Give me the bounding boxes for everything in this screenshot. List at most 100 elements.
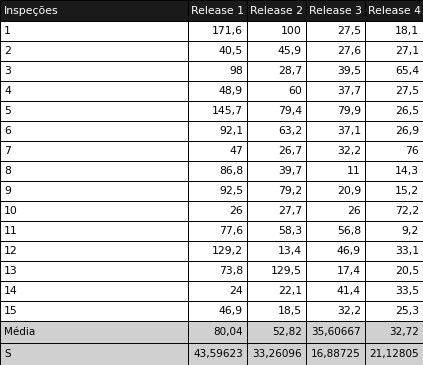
Text: 26: 26	[229, 206, 243, 216]
Bar	[247, 321, 306, 343]
Text: 8: 8	[4, 166, 11, 176]
Text: 9: 9	[4, 186, 11, 196]
Text: 18,1: 18,1	[395, 26, 419, 36]
Text: 77,6: 77,6	[219, 226, 243, 236]
Text: Inspeções: Inspeções	[4, 5, 59, 15]
Bar	[306, 321, 365, 343]
Bar	[365, 343, 423, 365]
Bar	[0, 321, 188, 343]
Bar	[365, 121, 423, 141]
Text: 79,2: 79,2	[278, 186, 302, 196]
Text: 10: 10	[4, 206, 18, 216]
Text: S: S	[4, 349, 11, 359]
Text: 92,1: 92,1	[219, 126, 243, 136]
Text: Release 3: Release 3	[309, 5, 362, 15]
Bar	[247, 301, 306, 321]
Text: 39,5: 39,5	[337, 66, 361, 76]
Bar	[0, 221, 188, 241]
Text: 20,9: 20,9	[337, 186, 361, 196]
Text: 79,4: 79,4	[278, 106, 302, 116]
Text: 92,5: 92,5	[219, 186, 243, 196]
Text: Média: Média	[4, 327, 35, 337]
Bar	[0, 241, 188, 261]
Text: 63,2: 63,2	[278, 126, 302, 136]
Bar	[365, 61, 423, 81]
Text: 21,12805: 21,12805	[369, 349, 419, 359]
Text: 11: 11	[4, 226, 18, 236]
Bar	[306, 121, 365, 141]
Bar	[0, 181, 188, 201]
Text: 18,5: 18,5	[278, 306, 302, 316]
Bar	[188, 281, 247, 301]
Bar	[365, 301, 423, 321]
Text: 22,1: 22,1	[278, 286, 302, 296]
Bar	[0, 141, 188, 161]
Bar	[188, 81, 247, 101]
Bar	[0, 61, 188, 81]
Text: 129,2: 129,2	[212, 246, 243, 256]
Text: 100: 100	[281, 26, 302, 36]
Bar	[306, 261, 365, 281]
Bar	[306, 301, 365, 321]
Text: 2: 2	[4, 46, 11, 56]
Text: 28,7: 28,7	[278, 66, 302, 76]
Text: 4: 4	[4, 86, 11, 96]
Bar	[247, 181, 306, 201]
Bar	[188, 343, 247, 365]
Text: 37,7: 37,7	[337, 86, 361, 96]
Bar	[306, 141, 365, 161]
Text: 86,8: 86,8	[219, 166, 243, 176]
Text: 145,7: 145,7	[212, 106, 243, 116]
Bar	[247, 261, 306, 281]
Bar	[306, 241, 365, 261]
Text: 43,59623: 43,59623	[193, 349, 243, 359]
Text: 25,3: 25,3	[395, 306, 419, 316]
Bar	[365, 241, 423, 261]
Bar	[247, 61, 306, 81]
Text: 13,4: 13,4	[278, 246, 302, 256]
Bar	[247, 241, 306, 261]
Text: 65,4: 65,4	[395, 66, 419, 76]
Bar	[188, 261, 247, 281]
Text: 45,9: 45,9	[278, 46, 302, 56]
Bar	[247, 281, 306, 301]
Text: 76: 76	[405, 146, 419, 156]
Bar	[247, 343, 306, 365]
Bar	[365, 321, 423, 343]
Bar	[188, 161, 247, 181]
Bar	[365, 21, 423, 41]
Text: 73,8: 73,8	[219, 266, 243, 276]
Text: 6: 6	[4, 126, 11, 136]
Text: 12: 12	[4, 246, 18, 256]
Text: 58,3: 58,3	[278, 226, 302, 236]
Text: 3: 3	[4, 66, 11, 76]
Text: 80,04: 80,04	[213, 327, 243, 337]
Bar	[306, 81, 365, 101]
Bar	[365, 41, 423, 61]
Bar	[306, 0, 365, 21]
Bar	[306, 61, 365, 81]
Bar	[0, 41, 188, 61]
Text: 27,5: 27,5	[395, 86, 419, 96]
Text: 20,5: 20,5	[395, 266, 419, 276]
Text: 171,6: 171,6	[212, 26, 243, 36]
Text: 37,1: 37,1	[337, 126, 361, 136]
Text: 32,2: 32,2	[337, 306, 361, 316]
Bar	[188, 321, 247, 343]
Text: Release 1: Release 1	[191, 5, 244, 15]
Bar	[0, 161, 188, 181]
Text: 40,5: 40,5	[219, 46, 243, 56]
Text: 47: 47	[229, 146, 243, 156]
Text: 46,9: 46,9	[219, 306, 243, 316]
Text: 7: 7	[4, 146, 11, 156]
Bar	[0, 121, 188, 141]
Bar	[365, 181, 423, 201]
Bar	[0, 101, 188, 121]
Text: 32,2: 32,2	[337, 146, 361, 156]
Bar	[306, 21, 365, 41]
Bar	[365, 161, 423, 181]
Bar	[247, 141, 306, 161]
Text: 5: 5	[4, 106, 11, 116]
Bar	[0, 81, 188, 101]
Bar	[247, 101, 306, 121]
